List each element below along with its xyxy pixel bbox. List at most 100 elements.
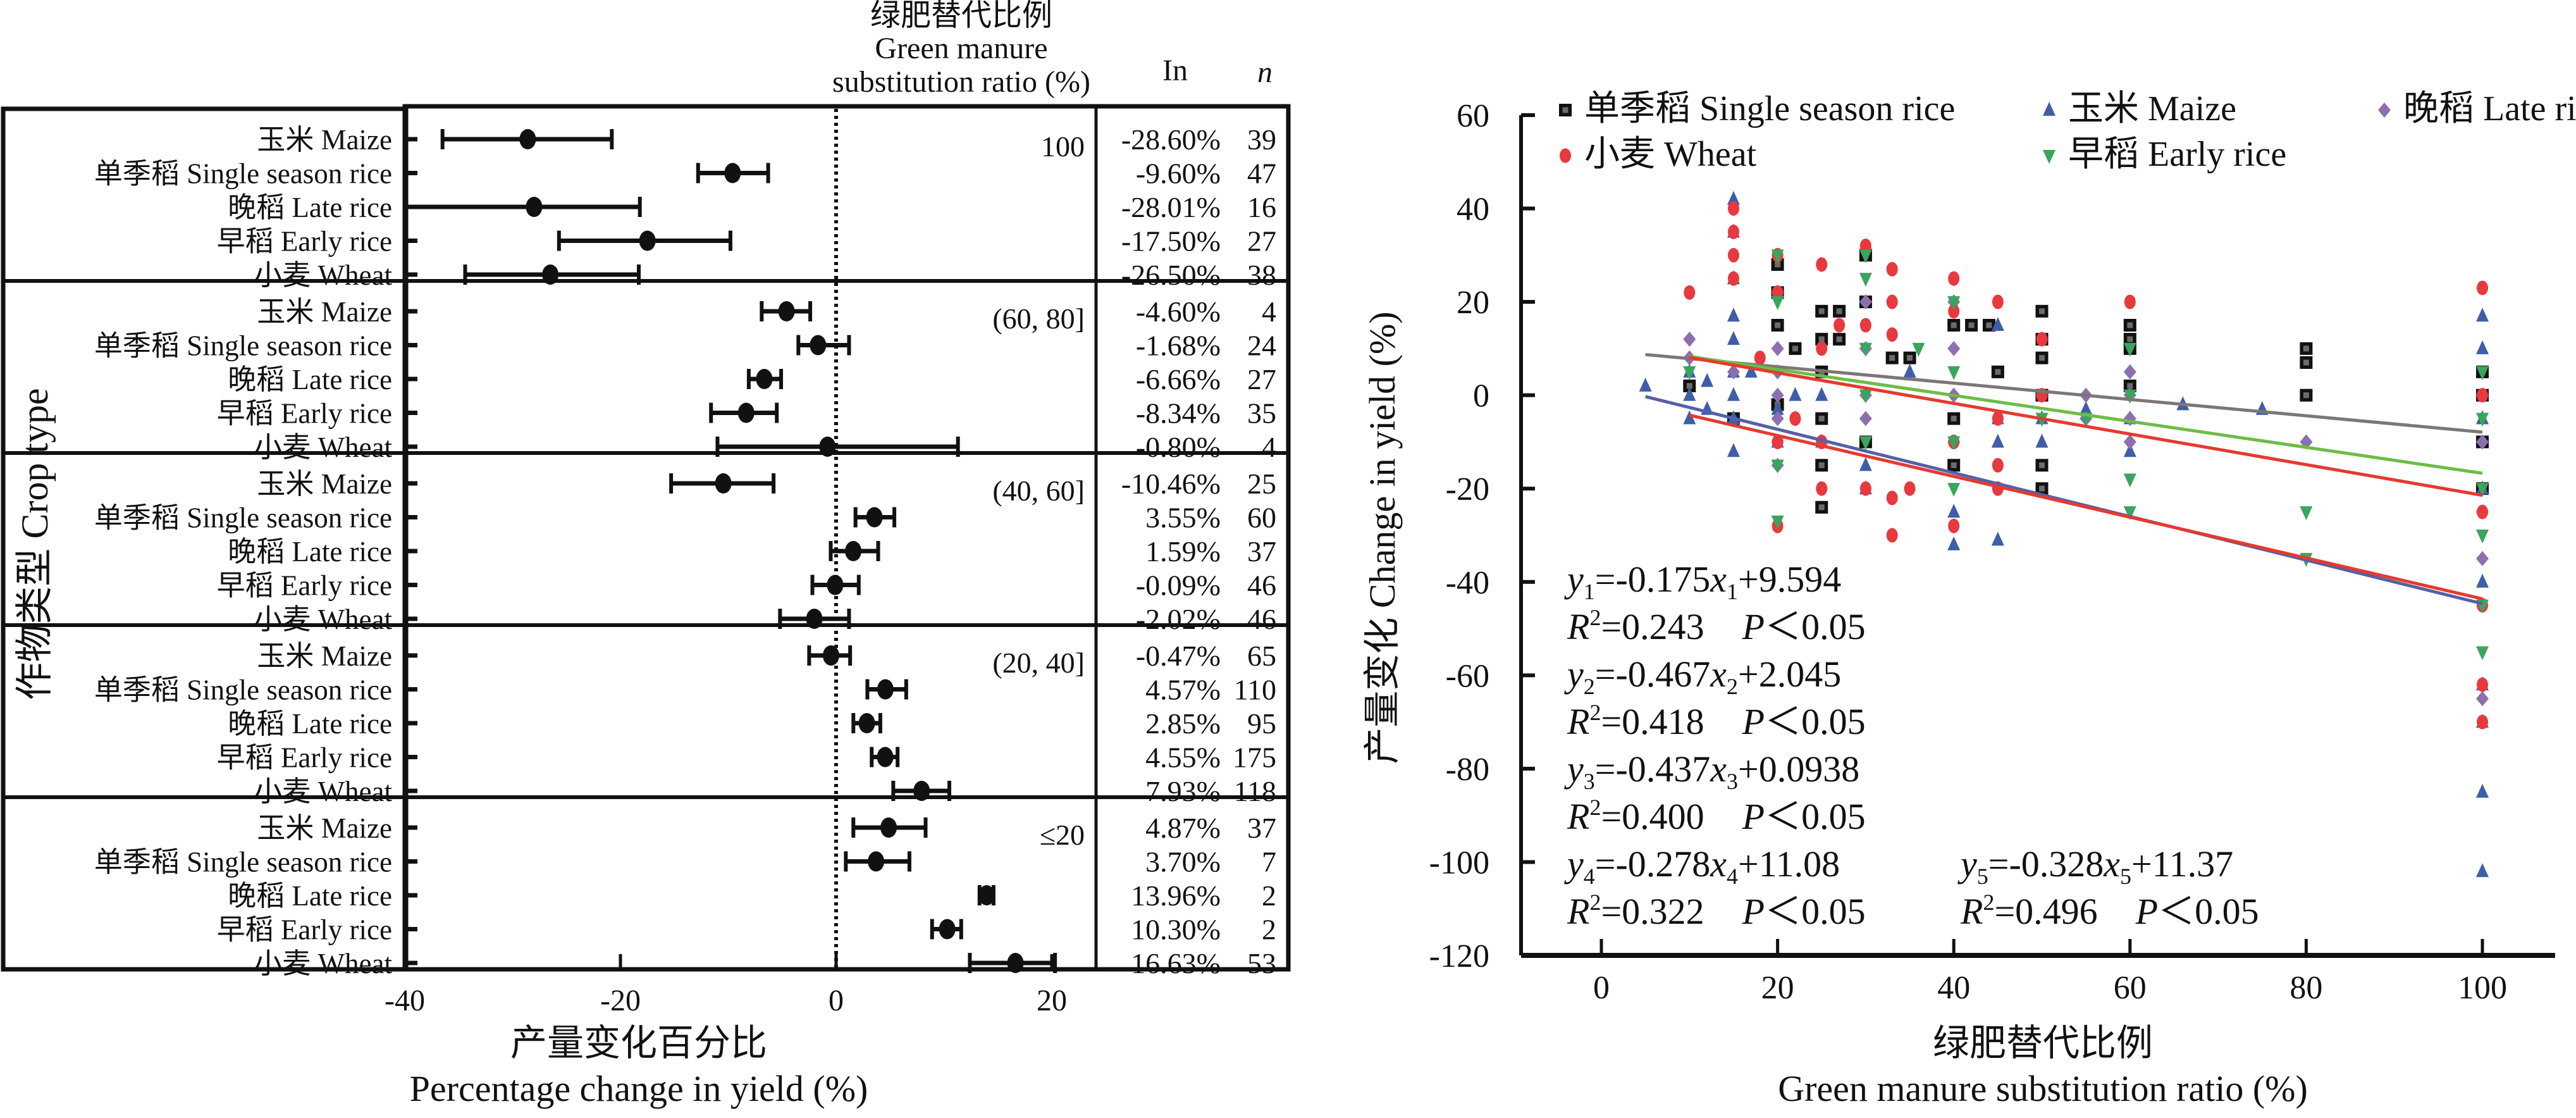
- eq-tail: +2.045: [1738, 654, 1841, 695]
- n-value: 7: [1262, 846, 1276, 878]
- legend-label: 单季稻 Single season rice: [1584, 89, 1955, 128]
- data-point: [1947, 483, 1961, 497]
- data-point: [1815, 412, 1828, 425]
- data-point: [1886, 327, 1898, 342]
- scatter-xlabel-en: Green manure substitution ratio (%): [1778, 1068, 2308, 1109]
- data-point: [1815, 333, 1828, 346]
- data-point: [1727, 247, 1739, 263]
- regression-line: [1689, 413, 2483, 600]
- effect-value: 1.59%: [1145, 535, 1221, 568]
- crop-label: 小麦 Wheat: [254, 604, 392, 635]
- data-point: [1771, 401, 1784, 415]
- square-marker-inner: [2039, 308, 2045, 314]
- regression-stats: R2=0.322 P＜0.05: [1567, 890, 1866, 932]
- effect-point: [519, 129, 536, 149]
- data-point: [1683, 379, 1696, 392]
- p-symbol: P: [1742, 796, 1765, 837]
- data-point: [1859, 342, 1872, 357]
- data-point: [2476, 550, 2489, 566]
- data-point: [1789, 411, 1801, 426]
- data-point: [1965, 319, 1978, 332]
- n-value: 47: [1247, 158, 1276, 190]
- p-value: ＜0.05: [2158, 891, 2259, 932]
- square-marker-inner: [1986, 322, 1992, 328]
- p-value: ＜0.05: [1765, 701, 1866, 742]
- y-tick-label: -40: [1446, 565, 1489, 601]
- square-marker-inner: [1950, 416, 1957, 422]
- effect-point: [715, 473, 732, 494]
- effect-value: -10.46%: [1121, 468, 1221, 500]
- data-point: [1859, 389, 1872, 404]
- crop-label: 小麦 Wheat: [254, 948, 392, 979]
- p-symbol: P: [1742, 891, 1765, 932]
- eq-tail: +11.37: [2131, 843, 2233, 885]
- data-point: [1727, 331, 1740, 345]
- square-marker-inner: [2303, 359, 2309, 366]
- regression-stats: R2=0.400 P＜0.05: [1567, 795, 1866, 837]
- effect-value: -4.60%: [1136, 295, 1221, 328]
- data-point: [1982, 319, 1995, 332]
- eq-x: x: [2103, 843, 2120, 885]
- square-marker-inner: [1995, 369, 2001, 375]
- effect-value: 4.87%: [1145, 812, 1221, 844]
- scatter-ylabel: 产量变化 Change in yield (%): [1362, 311, 1403, 764]
- n-value: 175: [1233, 742, 1276, 774]
- effect-value: -8.34%: [1136, 397, 1221, 430]
- data-point: [1772, 434, 1784, 449]
- square-marker-inner: [1950, 322, 1957, 328]
- square-marker-inner: [2303, 345, 2309, 352]
- r2-superscript: 2: [1589, 700, 1601, 725]
- n-value: 2: [1262, 914, 1276, 946]
- data-point: [1772, 285, 1784, 300]
- data-point: [1948, 518, 1960, 533]
- square-marker-inner: [1907, 355, 1913, 361]
- square-marker-inner: [2039, 355, 2045, 361]
- r2-value: =0.322: [1601, 891, 1704, 932]
- effect-point: [822, 645, 839, 666]
- forest-xlabel-en: Percentage change in yield (%): [410, 1068, 868, 1109]
- eq-x-sub: 2: [1727, 674, 1738, 699]
- data-point: [1859, 436, 1872, 450]
- n-value: 95: [1247, 707, 1276, 740]
- n-value: 46: [1247, 603, 1276, 635]
- y-tick-label: -60: [1446, 658, 1489, 694]
- regression-stats: R2=0.496 P＜0.05: [1960, 890, 2259, 932]
- r2-symbol: R: [1960, 891, 1983, 932]
- x-tick-label: 0: [1593, 970, 1610, 1006]
- square-marker-inner: [2127, 322, 2133, 328]
- crop-label: 小麦 Wheat: [254, 776, 392, 807]
- x-tick-label: -20: [600, 984, 641, 1017]
- r2-value: =0.496: [1994, 891, 2097, 932]
- eq-rhs: =-0.278: [1595, 843, 1711, 885]
- x-tick-label: -40: [385, 984, 425, 1017]
- group-ratio-label: 100: [1041, 130, 1085, 163]
- crop-label: 小麦 Wheat: [254, 259, 392, 291]
- effect-point: [639, 230, 656, 251]
- square-marker-inner: [1818, 336, 1825, 342]
- data-point: [1833, 304, 1846, 318]
- n-value: 37: [1247, 812, 1276, 844]
- square-marker-inner: [1889, 355, 1895, 361]
- data-point: [1727, 201, 1739, 216]
- legend-marker: [1560, 148, 1571, 163]
- data-point: [1816, 257, 1828, 272]
- plot-frame: [402, 104, 1291, 972]
- data-point: [2477, 714, 2488, 730]
- effect-point: [845, 541, 862, 561]
- crop-label: 晚稻 Late rice: [228, 536, 392, 568]
- data-point: [1744, 363, 1758, 378]
- effect-point: [810, 335, 827, 356]
- effect-point: [868, 851, 885, 872]
- eq-x: x: [1710, 843, 1727, 885]
- forest-ylabel: 作物类型 Crop type: [14, 388, 56, 700]
- eq-tail: +11.08: [1738, 843, 1840, 885]
- r2-value: =0.400: [1601, 796, 1704, 837]
- data-point: [2476, 530, 2489, 543]
- effect-value: -9.60%: [1136, 158, 1221, 190]
- x-tick-label: 0: [829, 984, 844, 1017]
- data-point: [1859, 481, 1871, 496]
- data-point: [2080, 401, 2093, 415]
- data-point: [2123, 342, 2136, 357]
- p-symbol: P: [2135, 891, 2158, 932]
- square-marker-inner: [1562, 107, 1568, 113]
